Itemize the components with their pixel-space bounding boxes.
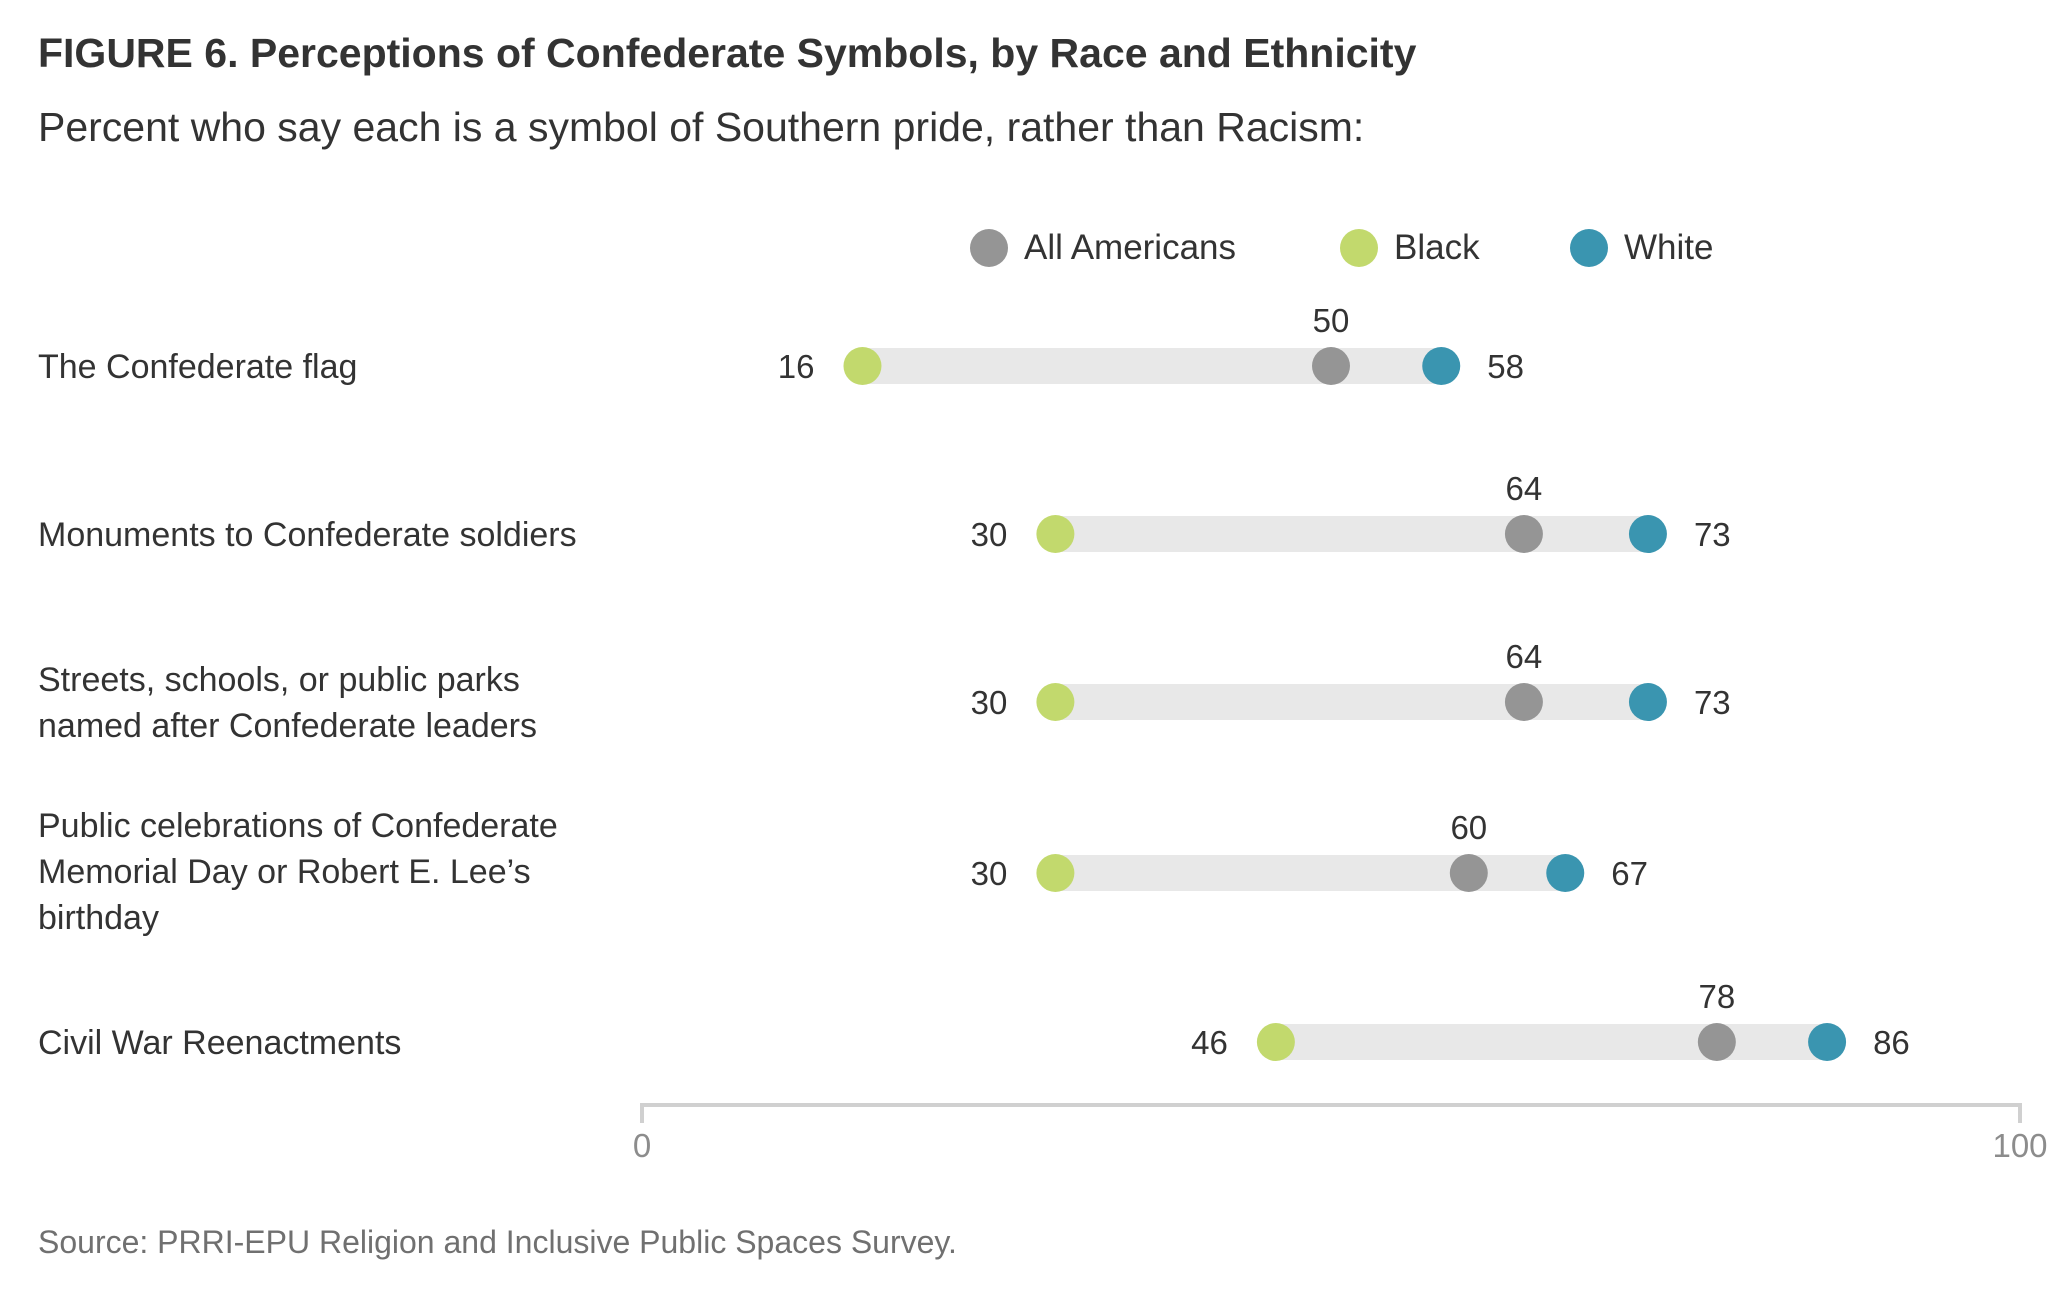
legend-item-all-americans: All Americans [970,224,1236,272]
category-label-line: Streets, schools, or public parks [38,661,520,699]
range-bar [1055,855,1566,891]
category-label: The Confederate flag [38,344,357,390]
legend-dot-all-americans [970,229,1008,267]
value-label-black: 46 [1191,1024,1228,1061]
dot-white [1628,515,1667,553]
dot-all-americans [1312,347,1350,385]
dot-black [1256,1023,1295,1061]
value-label-black: 16 [778,348,815,385]
dot-black [843,347,882,385]
source-note: Source: PRRI-EPU Religion and Inclusive … [38,1224,957,1260]
value-label-all-americans: 64 [1506,638,1543,675]
value-label-black: 30 [971,684,1008,721]
legend-item-black: Black [1340,224,1480,272]
value-label-all-americans: 50 [1313,302,1350,339]
dot-all-americans [1504,515,1543,553]
legend-label-black: Black [1394,228,1480,267]
category-label: Streets, schools, or public parks named a… [38,657,537,749]
x-tick-label: 0 [633,1127,651,1164]
chart-subtitle: Percent who say each is a symbol of Sout… [38,104,1365,150]
value-label-black: 30 [971,855,1008,892]
value-label-white: 73 [1694,684,1731,721]
legend-dot-black [1340,229,1378,267]
category-label: Civil War Reenactments [38,1020,401,1066]
value-label-all-americans: 78 [1698,978,1735,1015]
range-bar [1275,1024,1828,1060]
category-label-line: named after Confederate leaders [38,707,537,745]
legend-dot-white [1570,229,1608,267]
value-label-all-americans: 64 [1506,470,1543,507]
value-label-all-americans: 60 [1450,809,1487,846]
range-bar [862,348,1442,384]
legend-label-all-americans: All Americans [1024,228,1237,267]
dot-all-americans [1504,683,1543,721]
value-label-black: 30 [971,516,1008,553]
dot-all-americans [1697,1023,1736,1061]
dot-white [1546,854,1585,892]
legend-label-white: White [1624,228,1714,267]
dot-black [1036,854,1075,892]
range-bar [1055,516,1648,552]
value-label-white: 86 [1873,1024,1910,1061]
dot-black [1036,515,1075,553]
dot-white [1808,1023,1847,1061]
value-label-white: 67 [1611,855,1648,892]
range-bar [1055,684,1648,720]
x-tick-label: 100 [1992,1127,2047,1164]
category-label: Monuments to Confederate soldiers [38,512,577,558]
value-label-white: 73 [1694,516,1731,553]
dot-black [1036,683,1075,721]
chart-title: FIGURE 6. Perceptions of Confederate Sym… [38,30,1417,76]
dot-white [1628,683,1667,721]
category-label-line: Memorial Day or Robert E. Lee’s [38,853,531,891]
legend-item-white: White [1570,224,1713,272]
category-label-line: Civil War Reenactments [38,1024,402,1062]
category-label-line: The Confederate flag [38,348,358,386]
value-label-white: 58 [1487,348,1524,385]
dot-white [1422,347,1461,385]
category-label-line: birthday [38,899,159,937]
dot-all-americans [1449,854,1488,892]
category-label-line: Monuments to Confederate soldiers [38,516,577,554]
category-label-line: Public celebrations of Confederate [38,807,558,845]
category-label: Public celebrations of Confederate Memori… [38,803,558,941]
